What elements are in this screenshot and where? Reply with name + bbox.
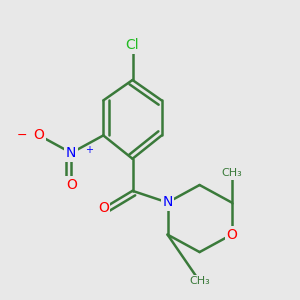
Text: CH₃: CH₃	[189, 276, 210, 286]
Text: O: O	[226, 228, 237, 242]
Text: O: O	[66, 178, 77, 192]
Text: CH₃: CH₃	[221, 168, 242, 178]
Text: O: O	[98, 201, 109, 215]
Text: Cl: Cl	[126, 38, 139, 52]
Text: N: N	[66, 146, 76, 160]
Text: −: −	[16, 129, 27, 142]
Text: O: O	[34, 128, 45, 142]
Text: N: N	[162, 196, 173, 209]
Text: +: +	[85, 145, 93, 155]
